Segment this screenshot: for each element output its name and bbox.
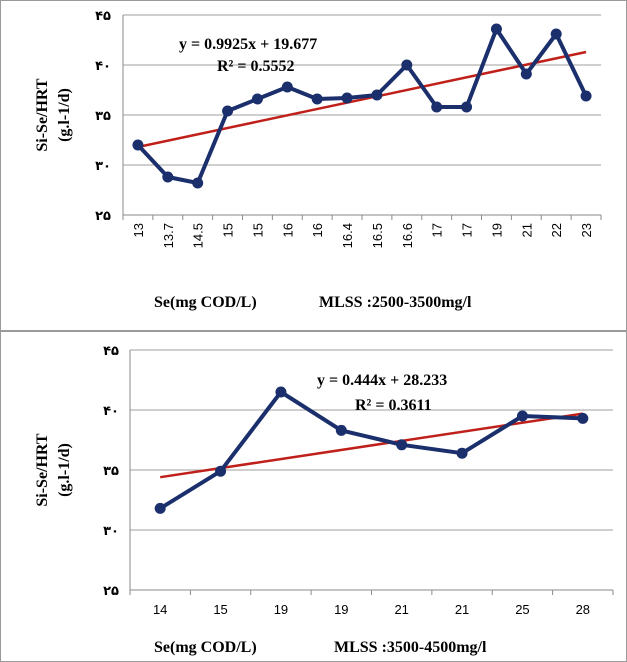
- chart-bottom: ۲۵ ۳۰ ۳۵ ۴۰ ۴۵ 14 15 19 19 21 21 25 28 y = 0.444x + 2…: [34, 344, 614, 656]
- data-point: [311, 93, 323, 105]
- data-point: [401, 59, 413, 71]
- data-point: [335, 424, 347, 436]
- x-tick-label: 19: [334, 602, 348, 617]
- y-tick-label: ۴۵: [103, 344, 119, 359]
- x-tick-label: 16.5: [370, 223, 385, 248]
- trendline: [137, 50, 587, 149]
- x-tick-label: 14: [153, 602, 167, 617]
- series-line: [136, 27, 588, 185]
- y-tick-label: ۲۵: [103, 584, 119, 599]
- chart-panel-top: ۲۵ ۳۰ ۳۵ ۴۰ ۴۵ 13 13.7 14.5 15 15 16 16 16.4 16.5 16.6…: [0, 0, 627, 331]
- data-point: [154, 502, 166, 514]
- data-point: [490, 23, 502, 35]
- x-tick-label: 17: [430, 223, 445, 237]
- data-point: [192, 177, 204, 189]
- mlss-note: MLSS :3500-4500mg/l: [334, 639, 487, 656]
- data-point: [577, 412, 589, 424]
- data-point: [456, 447, 468, 459]
- data-point: [516, 410, 528, 422]
- y-tick-label: ۳۰: [95, 159, 111, 174]
- y-tick-label: ۴۵: [95, 9, 111, 24]
- chart-panel-bottom: ۲۵ ۳۰ ۳۵ ۴۰ ۴۵ 14 15 19 19 21 21 25 28 y = 0.444x + 2…: [0, 331, 627, 662]
- x-tick-label: 21: [394, 602, 408, 617]
- data-point: [341, 92, 353, 104]
- data-point: [371, 89, 383, 101]
- x-tick-label: 25: [515, 602, 529, 617]
- mlss-note: MLSS :2500-3500mg/l: [319, 294, 472, 311]
- x-tick-label: 21: [455, 602, 469, 617]
- x-axis-label: Se(mg COD/L): [154, 294, 257, 311]
- y-axis-label-line1: Si-Se/HRT: [34, 78, 51, 152]
- x-tick-label: 23: [579, 223, 594, 237]
- data-point: [132, 139, 144, 151]
- data-point: [281, 81, 293, 93]
- y-tick-label: ۳۵: [103, 464, 119, 479]
- x-tick-label: 19: [489, 223, 504, 237]
- data-point: [215, 465, 227, 477]
- data-point: [251, 93, 263, 105]
- x-tick-label: 13: [131, 223, 146, 237]
- x-tick-label: 16: [310, 223, 325, 237]
- trendline-r2: R² = 0.3611: [355, 397, 432, 414]
- x-tick-label: 21: [519, 223, 534, 237]
- data-point: [461, 101, 473, 113]
- trendline-equation: y = 0.9925x + 19.677: [179, 36, 317, 53]
- x-tick-label: 16.6: [400, 223, 415, 248]
- data-point: [275, 386, 287, 398]
- x-tick-label: 16: [280, 223, 295, 237]
- x-tick-label: 28: [576, 602, 590, 617]
- y-axis-label-line2: (g.l-1/d): [56, 443, 73, 497]
- y-axis-label-line1: Si-Se/HRT: [34, 433, 51, 507]
- chart-top: ۲۵ ۳۰ ۳۵ ۴۰ ۴۵ 13 13.7 14.5 15 15 16 16 16.4 16.5 16.6…: [34, 9, 602, 311]
- x-tick-label: 15: [221, 223, 236, 237]
- x-tick-label: 15: [213, 602, 227, 617]
- y-tick-label: ۲۵: [95, 209, 111, 224]
- x-axis-label: Se(mg COD/L): [154, 639, 257, 656]
- y-tick-label: ۴۰: [103, 404, 119, 419]
- y-tick-label: ۳۵: [95, 109, 111, 124]
- data-point: [550, 28, 562, 40]
- x-tick-label: 14.5: [191, 223, 206, 248]
- y-axis-label: Si-Se/HRT (g.l-1/d): [34, 433, 73, 507]
- data-point: [162, 171, 174, 183]
- trendline-r2: R² = 0.5552: [217, 58, 294, 75]
- data-point: [520, 68, 532, 80]
- data-point: [580, 90, 592, 102]
- x-tick-label: 16.4: [340, 223, 355, 248]
- data-point: [222, 105, 234, 117]
- series-line: [159, 390, 583, 511]
- x-tick-label: 17: [460, 223, 475, 237]
- trendline-equation: y = 0.444x + 28.233: [317, 372, 447, 389]
- y-tick-label: ۳۰: [103, 524, 119, 539]
- x-tick-label: 19: [274, 602, 288, 617]
- data-point: [396, 439, 408, 451]
- y-tick-label: ۴۰: [95, 59, 111, 74]
- x-tick-label: 13.7: [161, 223, 176, 248]
- y-axis-label-line2: (g.l-1/d): [56, 88, 73, 142]
- data-point: [431, 101, 443, 113]
- x-tick-label: 15: [250, 223, 265, 237]
- x-tick-label: 22: [549, 223, 564, 237]
- y-axis-label: Si-Se/HRT (g.l-1/d): [34, 78, 73, 152]
